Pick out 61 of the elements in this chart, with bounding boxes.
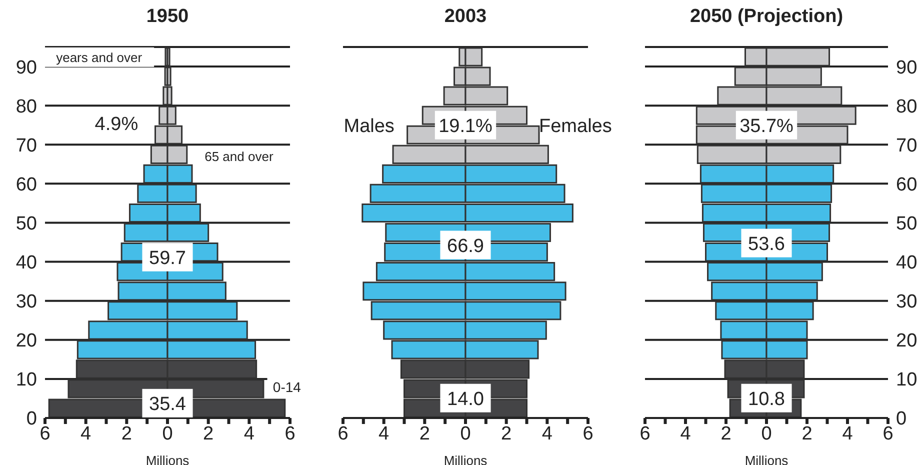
y-tick-label: 20 [896,330,918,352]
x-tick-label: 0 [761,423,772,444]
y-tick-label: 40 [16,252,37,274]
y-tick-label: 70 [16,135,37,156]
x-tick-label: 6 [582,423,594,444]
y-tick-label: 30 [16,292,37,313]
series-label: Females [539,116,612,137]
chart-title: 2003 [443,6,488,28]
y-tick-label: 10 [16,370,37,391]
annotation: 19.1% [438,116,493,137]
x-tick-label: 2 [203,423,214,444]
annotation: 0-14 [272,378,302,395]
x-axis-title: Millions [444,453,488,465]
y-tick-label: 0 [26,408,37,430]
x-axis-title: Millions [744,453,789,465]
y-tick-label: 80 [16,96,37,118]
x-tick-label: 6 [882,423,894,444]
x-tick-label: 4 [244,423,255,444]
x-axis-title: Millions [146,453,190,465]
y-tick-label: 60 [896,174,918,196]
annotation: 66.9 [447,236,484,257]
x-tick-label: 4 [842,423,854,444]
annotation: 35.4 [149,394,186,415]
x-tick-label: 4 [80,423,92,444]
chart-title: 2050 (Projection) [688,6,844,28]
annotation: 65 and over [204,149,274,164]
annotation: 59.7 [149,248,186,269]
x-tick-label: 2 [501,423,512,444]
x-tick-label: 2 [720,423,732,444]
x-tick-label: 4 [542,423,553,444]
annotation: 53.6 [748,234,785,255]
x-tick-label: 6 [40,423,50,444]
y-tick-label: 50 [16,213,37,234]
x-tick-label: 4 [680,423,692,444]
x-tick-label: 0 [460,423,471,444]
chart-title: 1950 [145,6,190,28]
x-tick-label: 2 [121,423,132,444]
y-tick-label: 20 [16,330,37,352]
annotation: years and over [56,50,143,65]
y-tick-label: 90 [16,57,37,78]
y-tick-label: 0 [896,408,907,430]
x-tick-label: 2 [802,423,812,444]
annotation: 4.9% [94,114,138,135]
annotation: 14.0 [447,388,484,410]
series-label: Males [344,116,394,137]
x-tick-label: 6 [640,423,650,444]
x-tick-label: 6 [338,423,348,444]
y-tick-label: 40 [896,252,918,274]
y-tick-label: 10 [896,370,918,391]
x-tick-label: 2 [419,423,430,444]
y-tick-label: 50 [896,213,918,234]
x-tick-label: 6 [284,423,296,444]
y-tick-label: 30 [896,292,918,313]
y-tick-label: 80 [896,96,918,118]
x-tick-label: 0 [162,423,173,444]
y-tick-label: 90 [896,57,918,78]
annotation: 35.7% [740,116,794,137]
y-tick-label: 60 [16,174,37,196]
annotation: 10.8 [748,388,785,410]
y-tick-label: 70 [896,135,918,156]
x-tick-label: 4 [378,423,390,444]
